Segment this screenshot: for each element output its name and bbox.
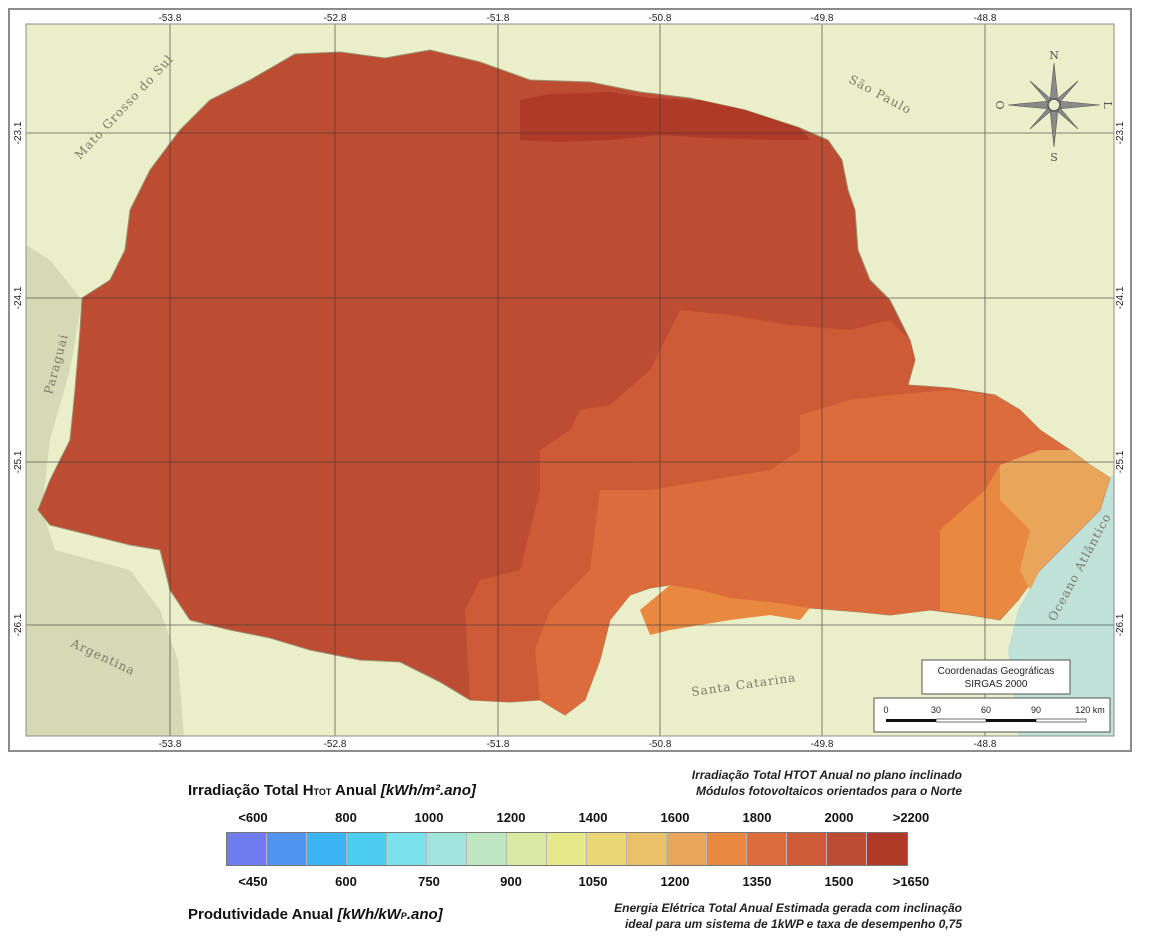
zone-1300 xyxy=(1000,450,1110,590)
color-swatch xyxy=(427,833,467,865)
lat-label-right: -25.1 xyxy=(1115,450,1126,473)
color-swatch xyxy=(347,833,387,865)
productivity-scale-value: 750 xyxy=(418,874,440,889)
lat-label-right: -24.1 xyxy=(1115,286,1126,309)
scale-tick: 90 xyxy=(1031,705,1041,715)
lon-label-top: -51.8 xyxy=(487,13,510,24)
lon-label-bottom: -50.8 xyxy=(649,739,672,750)
scale-tick: 60 xyxy=(981,705,991,715)
info-box-line2: SIRGAS 2000 xyxy=(965,679,1028,690)
lon-label-top: -48.8 xyxy=(974,13,997,24)
productivity-scale-value: 900 xyxy=(500,874,522,889)
irradiation-scale-value: >2200 xyxy=(892,810,930,825)
color-swatch xyxy=(787,833,827,865)
color-swatch xyxy=(827,833,867,865)
irradiation-scale-value: 1800 xyxy=(742,810,772,825)
coordinate-info-box: Coordenadas Geográficas SIRGAS 2000 xyxy=(921,659,1071,695)
irradiation-scale-value: 1600 xyxy=(660,810,690,825)
coord-strip-left xyxy=(10,10,26,750)
lon-label-bottom: -48.8 xyxy=(974,739,997,750)
productivity-scale: <450 600 750 900 1050 1200 1350 1500 >16… xyxy=(215,874,935,892)
paraguay-argentina-area xyxy=(10,235,185,750)
productivity-legend-title: Produtividade Anual [kWh/kWP.ano] xyxy=(188,906,443,923)
scale-bar: 0 30 60 90 120 km xyxy=(873,697,1111,733)
irradiation-scale-value: 1200 xyxy=(496,810,526,825)
color-swatch xyxy=(867,833,907,865)
productivity-scale-value: 600 xyxy=(335,874,357,889)
compass-n: N xyxy=(1049,49,1059,62)
compass-s: S xyxy=(1050,151,1058,164)
irradiation-legend-title: Irradiação Total HTOT Anual [kWh/m².ano] xyxy=(188,782,476,799)
lat-label-left: -25.1 xyxy=(13,450,24,473)
lat-label-right: -23.1 xyxy=(1115,121,1126,144)
color-swatch xyxy=(707,833,747,865)
color-swatch xyxy=(227,833,267,865)
zone-1650 xyxy=(520,92,810,142)
scale-tick: 120 km xyxy=(1075,705,1105,715)
productivity-scale-value: 1350 xyxy=(742,874,772,889)
color-swatch xyxy=(547,833,587,865)
info-box-line1: Coordenadas Geográficas xyxy=(938,666,1055,677)
lat-label-left: -26.1 xyxy=(13,613,24,636)
zone-1400 xyxy=(535,390,1110,715)
lon-label-bottom: -49.8 xyxy=(811,739,834,750)
scale-tick: 0 xyxy=(883,705,888,715)
irradiation-scale-value: 2000 xyxy=(824,810,854,825)
color-scale-bar xyxy=(226,832,908,866)
productivity-scale-value: 1500 xyxy=(824,874,854,889)
map-frame: -53.8 -52.8 -51.8 -50.8 -49.8 -48.8 -53.… xyxy=(8,8,1132,752)
productivity-scale-value: <450 xyxy=(238,874,268,889)
graticule xyxy=(10,10,1130,750)
map-canvas: -53.8 -52.8 -51.8 -50.8 -49.8 -48.8 -53.… xyxy=(10,10,1130,750)
color-swatch xyxy=(507,833,547,865)
lat-label-left: -23.1 xyxy=(13,121,24,144)
irradiation-scale: <600 800 1000 1200 1400 1600 1800 2000 >… xyxy=(215,810,935,828)
coord-strip-bottom xyxy=(10,736,1130,750)
irradiation-scale-value: 800 xyxy=(335,810,357,825)
productivity-scale-value: >1650 xyxy=(892,874,930,889)
color-swatch xyxy=(587,833,627,865)
coord-strip-top xyxy=(10,10,1130,24)
color-swatch xyxy=(387,833,427,865)
lon-label-bottom: -52.8 xyxy=(324,739,347,750)
coord-strip-right xyxy=(1114,10,1130,750)
irradiation-scale-value: 1000 xyxy=(414,810,444,825)
map-inner-border xyxy=(25,23,1115,737)
lon-label-top: -52.8 xyxy=(324,13,347,24)
color-swatch xyxy=(467,833,507,865)
lon-label-top: -49.8 xyxy=(811,13,834,24)
compass-o: O xyxy=(994,100,1007,109)
lon-label-bottom: -53.8 xyxy=(159,739,182,750)
compass-l: L xyxy=(1101,101,1114,109)
lon-label-top: -53.8 xyxy=(159,13,182,24)
color-swatch xyxy=(667,833,707,865)
color-swatch xyxy=(627,833,667,865)
lon-label-top: -50.8 xyxy=(649,13,672,24)
zone-1350 xyxy=(640,450,1110,635)
irradiation-legend-note: Irradiação Total HTOT Anual no plano inc… xyxy=(691,768,962,798)
scale-tick: 30 xyxy=(931,705,941,715)
productivity-scale-value: 1200 xyxy=(660,874,690,889)
lat-label-right: -26.1 xyxy=(1115,613,1126,636)
irradiation-scale-value: 1400 xyxy=(578,810,608,825)
productivity-scale-value: 1050 xyxy=(578,874,608,889)
productivity-legend-note: Energia Elétrica Total Anual Estimada ge… xyxy=(614,901,962,931)
lon-label-bottom: -51.8 xyxy=(487,739,510,750)
color-swatch xyxy=(747,833,787,865)
color-swatch xyxy=(307,833,347,865)
lat-label-left: -24.1 xyxy=(13,286,24,309)
irradiation-scale-value: <600 xyxy=(238,810,268,825)
color-swatch xyxy=(267,833,307,865)
compass-rose-icon: N S O L xyxy=(994,49,1114,164)
